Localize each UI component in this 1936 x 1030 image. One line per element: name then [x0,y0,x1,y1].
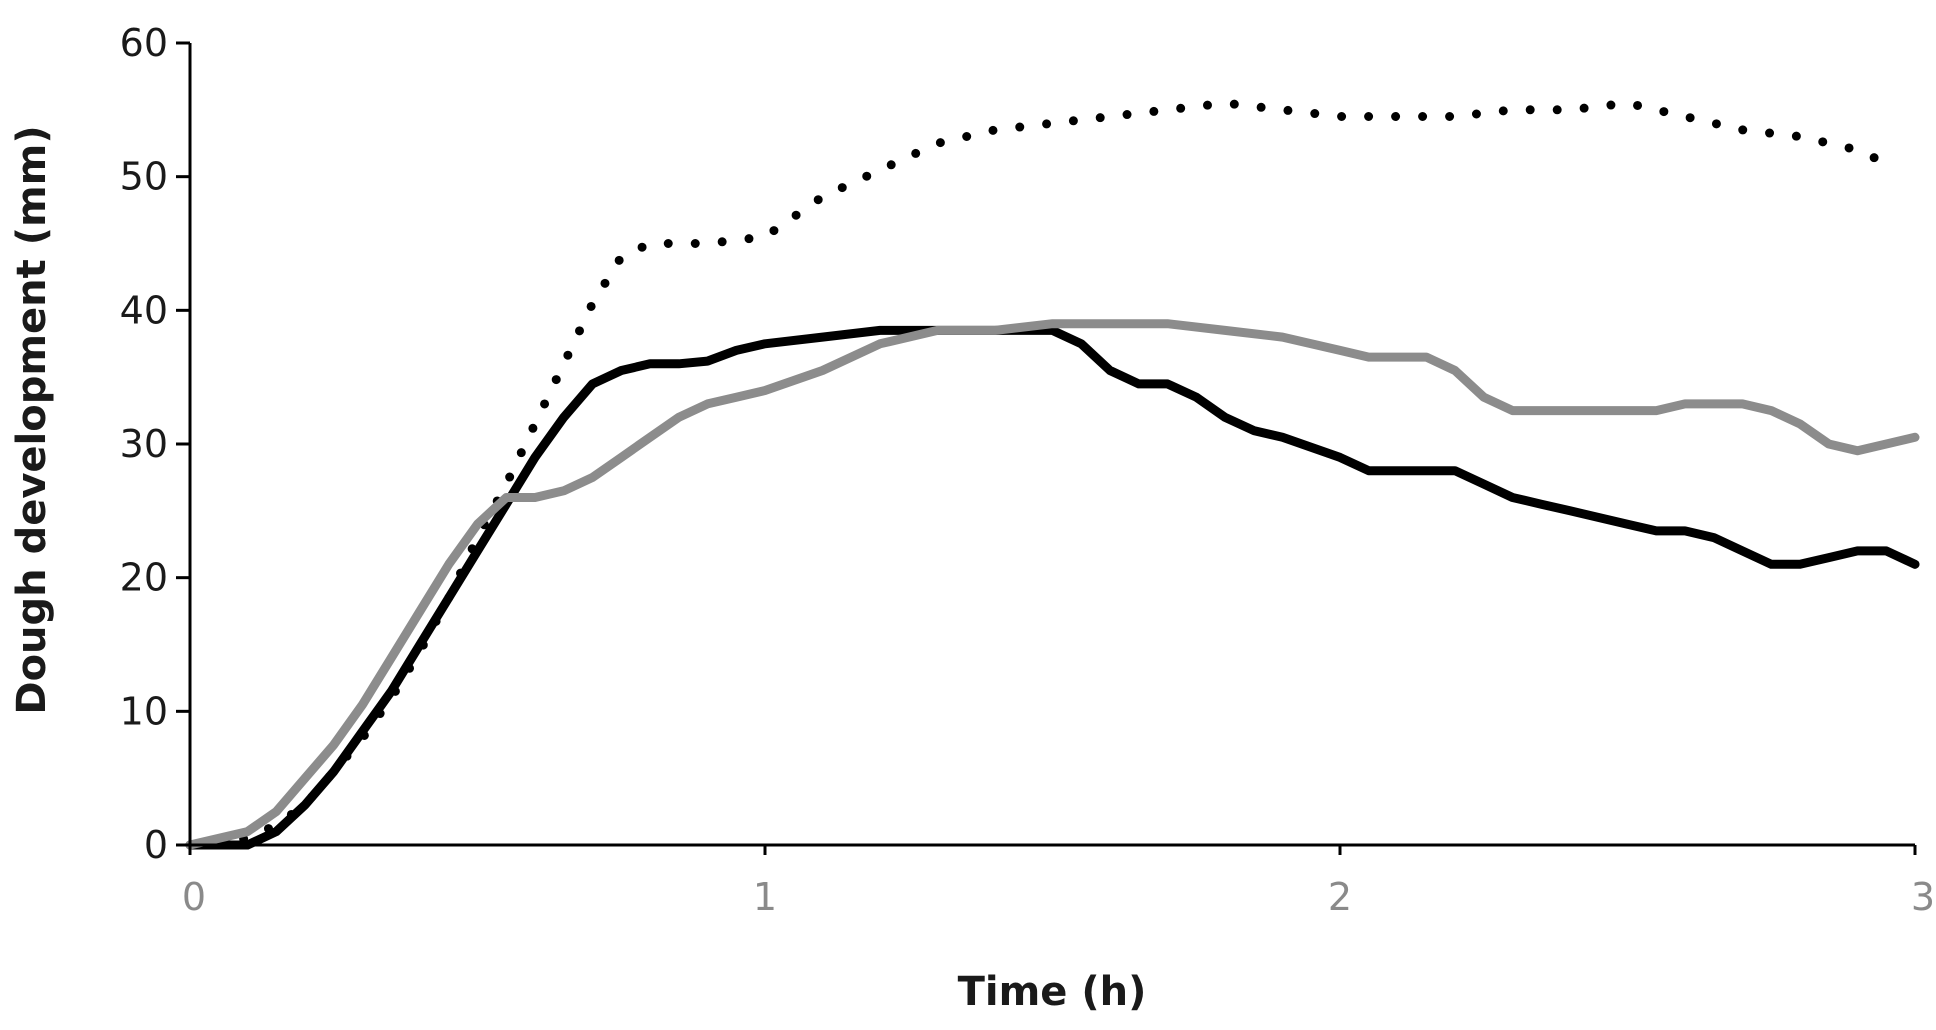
y-tick-label: 0 [144,823,168,867]
y-axis-title: Dough development (mm) [9,125,55,714]
y-tick-label: 30 [120,422,168,466]
x-tick-label: 1 [753,875,777,919]
x-tick-label: 0 [182,875,206,919]
y-axis-ticks: 0 10 20 30 40 50 60 [120,21,190,867]
x-tick-label: 2 [1328,875,1352,919]
y-tick-label: 20 [120,556,168,600]
y-tick-label: 10 [120,689,168,733]
x-axis-ticks: 0 1 2 3 [182,845,1935,919]
x-tick-label: 3 [1911,875,1935,919]
y-tick-label: 50 [120,155,168,199]
series-line-black [185,325,1920,850]
series-layer [185,98,1920,850]
x-axis-title: Time (h) [958,969,1147,1015]
series-line-gray [185,319,1920,850]
y-tick-label: 60 [120,21,168,65]
y-tick-label: 40 [120,288,168,332]
